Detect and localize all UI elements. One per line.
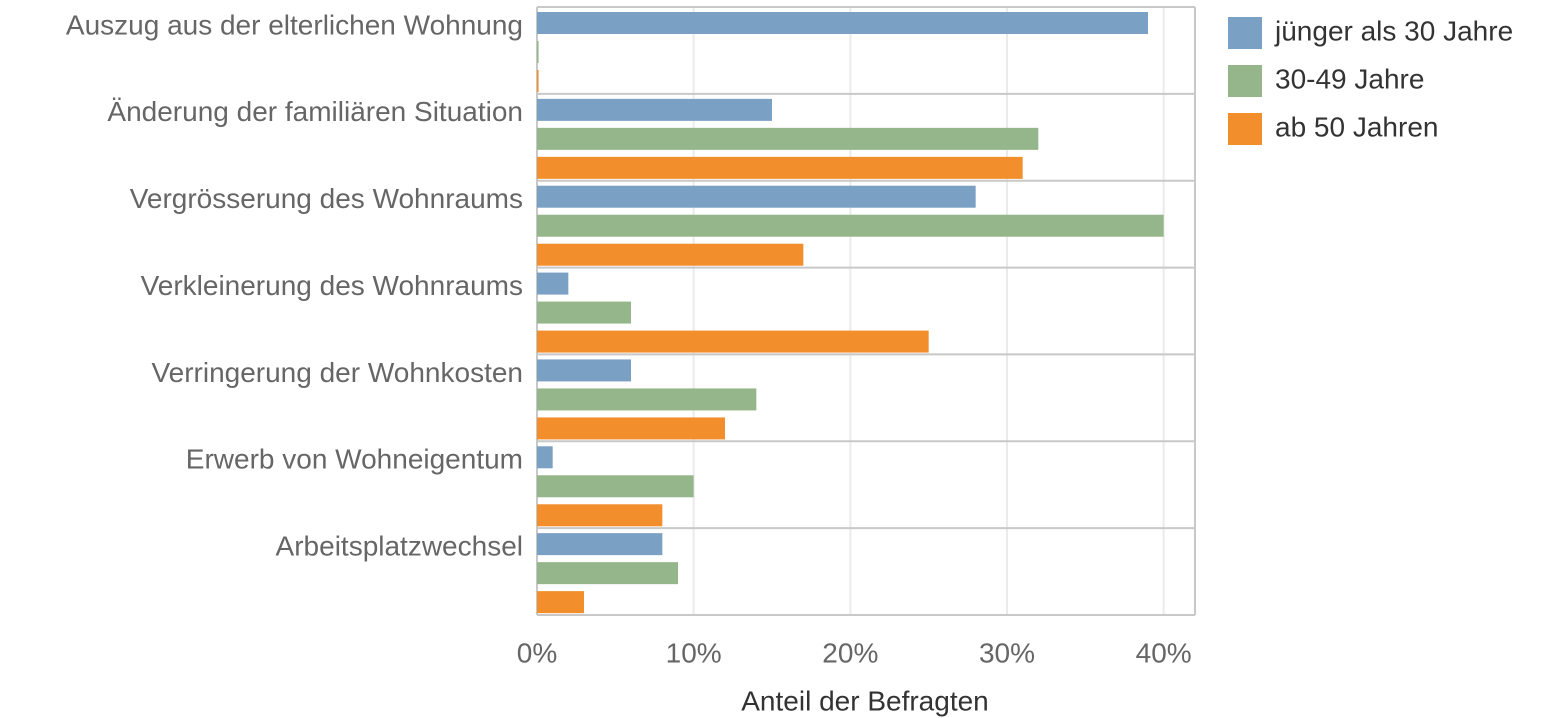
y-tick-label: Änderung der familiären Situation bbox=[107, 96, 523, 127]
x-axis-title: Anteil der Befragten bbox=[741, 685, 989, 716]
bar bbox=[537, 185, 976, 208]
bar bbox=[537, 533, 663, 556]
bar bbox=[537, 272, 569, 295]
bar bbox=[537, 301, 631, 324]
x-tick-label: 10% bbox=[666, 637, 722, 668]
bar bbox=[537, 591, 584, 614]
x-tick-label: 40% bbox=[1136, 637, 1192, 668]
legend-swatch bbox=[1228, 113, 1262, 145]
legend-label: jünger als 30 Jahre bbox=[1274, 15, 1513, 46]
y-tick-label: Erwerb von Wohneigentum bbox=[186, 444, 523, 475]
y-tick-label: Vergrösserung des Wohnraums bbox=[130, 183, 523, 214]
x-tick-label: 0% bbox=[517, 637, 557, 668]
bar bbox=[537, 156, 1023, 179]
bar bbox=[537, 330, 929, 353]
bar bbox=[537, 562, 678, 585]
bar bbox=[537, 41, 539, 63]
legend-label: 30-49 Jahre bbox=[1275, 63, 1424, 94]
bar bbox=[537, 127, 1039, 150]
legend-swatch bbox=[1228, 65, 1262, 97]
bar bbox=[537, 504, 663, 527]
x-tick-label: 30% bbox=[979, 637, 1035, 668]
bar bbox=[537, 70, 539, 92]
bar bbox=[537, 214, 1164, 237]
bar bbox=[537, 475, 694, 498]
bar bbox=[537, 12, 1148, 34]
y-tick-label: Arbeitsplatzwechsel bbox=[276, 531, 523, 562]
bar bbox=[537, 243, 804, 266]
bar bbox=[537, 359, 631, 382]
bar bbox=[537, 388, 757, 411]
legend-swatch bbox=[1228, 17, 1262, 49]
x-tick-label: 20% bbox=[822, 637, 878, 668]
bar bbox=[537, 417, 725, 440]
legend-label: ab 50 Jahren bbox=[1275, 111, 1438, 142]
y-tick-label: Verringerung der Wohnkosten bbox=[152, 357, 524, 388]
y-tick-label: Verkleinerung des Wohnraums bbox=[141, 270, 523, 301]
bar bbox=[537, 446, 553, 469]
y-tick-label: Auszug aus der elterlichen Wohnung bbox=[66, 9, 523, 40]
bar bbox=[537, 98, 772, 121]
